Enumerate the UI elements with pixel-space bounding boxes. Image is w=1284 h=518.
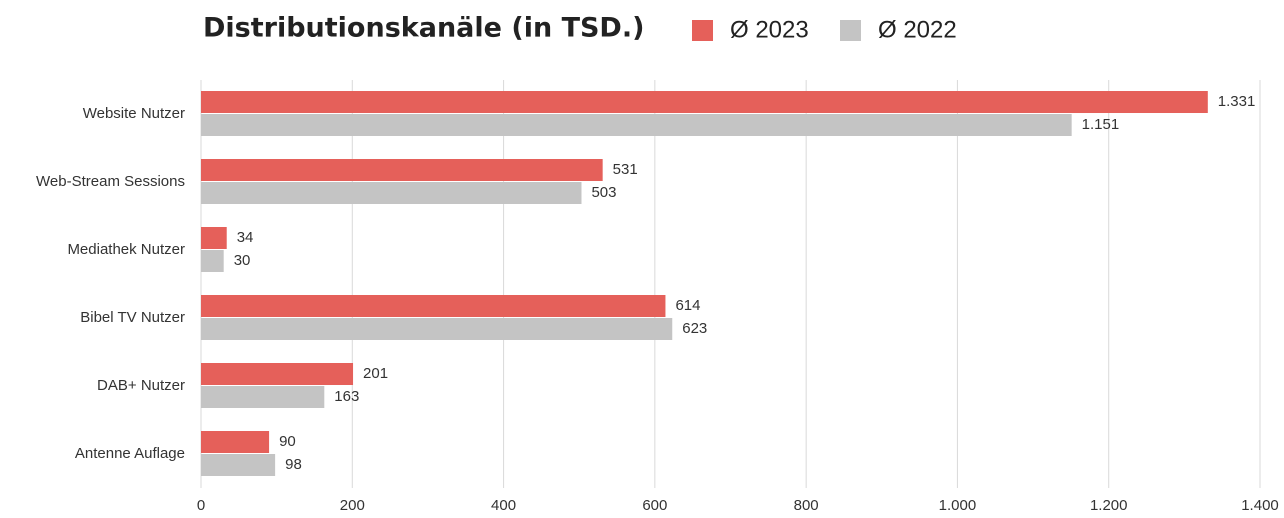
legend-label: Ø 2022 <box>878 16 957 43</box>
bar <box>201 91 1208 113</box>
y-tick-label: Antenne Auflage <box>75 445 185 462</box>
bar <box>201 250 224 272</box>
x-tick-label: 0 <box>197 497 205 514</box>
chart-title: Distributionskanäle (in TSD.) <box>203 13 644 44</box>
legend-swatch <box>840 20 861 41</box>
bar <box>201 295 666 317</box>
value-label: 531 <box>613 161 638 178</box>
value-label: 201 <box>363 365 388 382</box>
bar <box>201 431 270 453</box>
bar <box>201 114 1072 136</box>
x-tick-label: 1.400 <box>1241 497 1279 514</box>
bar <box>201 363 354 385</box>
value-label: 98 <box>285 456 302 473</box>
bar <box>201 318 673 340</box>
y-tick-label: Mediathek Nutzer <box>67 241 185 258</box>
y-tick-label: Bibel TV Nutzer <box>80 309 185 326</box>
x-tick-label: 1.000 <box>939 497 977 514</box>
value-label: 163 <box>334 388 359 405</box>
x-tick-label: 800 <box>794 497 819 514</box>
bar <box>201 386 325 408</box>
x-tick-label: 200 <box>340 497 365 514</box>
bar <box>201 182 582 204</box>
legend-label: Ø 2023 <box>730 16 809 43</box>
bar <box>201 159 603 181</box>
value-label: 503 <box>591 184 616 201</box>
value-label: 90 <box>279 433 296 450</box>
value-label: 1.151 <box>1082 116 1120 133</box>
y-tick-label: Web-Stream Sessions <box>36 173 185 190</box>
x-tick-label: 1.200 <box>1090 497 1128 514</box>
y-tick-label: DAB+ Nutzer <box>97 377 185 394</box>
y-tick-label: Website Nutzer <box>83 105 185 122</box>
value-label: 1.331 <box>1218 93 1256 110</box>
x-tick-label: 400 <box>491 497 516 514</box>
bar <box>201 227 227 249</box>
x-tick-label: 600 <box>642 497 667 514</box>
value-label: 34 <box>237 229 254 246</box>
value-label: 30 <box>234 252 251 269</box>
value-label: 614 <box>675 297 700 314</box>
legend-swatch <box>692 20 713 41</box>
value-label: 623 <box>682 320 707 337</box>
bar <box>201 454 276 476</box>
